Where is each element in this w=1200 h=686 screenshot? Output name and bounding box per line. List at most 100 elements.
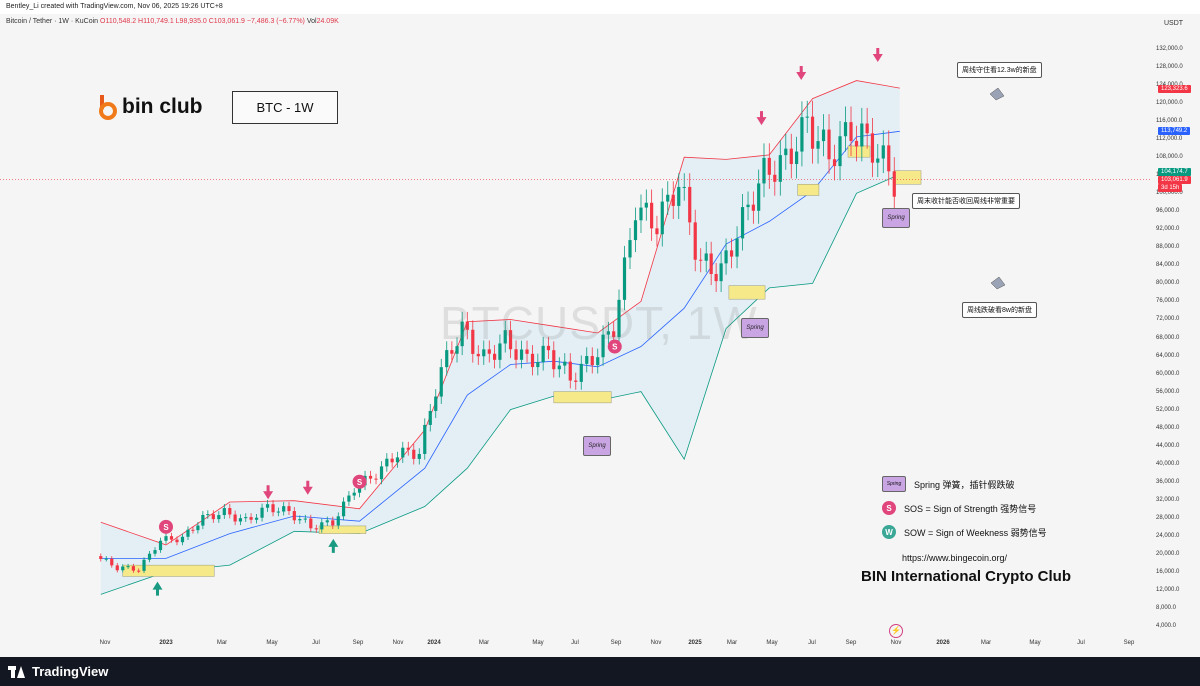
symbol-header: Bitcoin / Tether · 1W · KuCoin O110,548.…	[6, 18, 339, 25]
candle-body	[585, 356, 589, 364]
y-tick-label: 92,000.0	[1156, 226, 1180, 233]
candle-body	[191, 529, 195, 531]
down-arrow-icon	[302, 480, 313, 495]
tradingview-logo[interactable]: TradingView	[8, 664, 108, 679]
candle-body	[186, 529, 190, 537]
rocket-icon[interactable]: ⚡	[889, 624, 903, 638]
brand-name: bin club	[122, 95, 203, 118]
chart-canvas[interactable]: S S S	[0, 14, 1200, 660]
candle-body	[347, 495, 351, 502]
candle-body	[471, 329, 475, 354]
candle-body	[260, 507, 264, 518]
ohlc-values: O110,548.2 H110,749.1 L98,935.0 C103,061…	[100, 18, 305, 25]
candle-body	[628, 240, 632, 258]
candle-body	[660, 201, 664, 235]
candle-body	[233, 514, 237, 522]
candle-body	[612, 331, 616, 338]
candle-body	[746, 204, 750, 208]
accumulation-zone	[122, 564, 215, 577]
candle-body	[740, 207, 745, 239]
candle-body	[303, 518, 307, 520]
club-url[interactable]: https://www.bingecoin.org/	[902, 553, 1008, 563]
accumulation-zone	[894, 170, 922, 185]
footer-bar	[0, 657, 1200, 686]
candle-body	[164, 536, 168, 541]
candle-body	[773, 174, 777, 182]
accumulation-zone	[797, 183, 820, 196]
candle-body	[482, 349, 486, 357]
x-tick-label: 2024	[427, 640, 441, 646]
sos-marker-letter: S	[357, 478, 363, 487]
y-tick-label: 48,000.0	[1156, 424, 1180, 431]
candle-body	[222, 508, 226, 516]
candle-body	[617, 299, 621, 338]
candle-body	[519, 349, 524, 360]
candle-body	[158, 540, 163, 551]
x-tick-label: 2026	[936, 640, 950, 646]
candle-body	[434, 396, 438, 411]
spring-tag-2025-apr: Spring	[741, 318, 769, 338]
candle-body	[417, 453, 421, 459]
candle-body	[460, 321, 464, 347]
candle-body	[762, 157, 766, 184]
candle-body	[401, 447, 405, 458]
candle-body	[287, 506, 291, 512]
candle-body	[476, 353, 480, 357]
down-arrow-icon	[756, 111, 767, 126]
candle-body	[805, 116, 809, 118]
candle-body	[352, 492, 356, 496]
legend-sos-text: SOS = Sign of Strength 强势信号	[904, 503, 1037, 514]
candle-body	[412, 449, 416, 459]
candle-body	[379, 466, 384, 480]
x-tick-label: May	[532, 640, 544, 646]
candle-body	[498, 343, 502, 360]
x-tick-label: Mar	[216, 640, 228, 646]
accumulation-zone	[728, 285, 766, 300]
candle-body	[832, 159, 837, 167]
y-tick-label: 108,000.0	[1156, 154, 1183, 161]
note-hold-123k: 周线守住看12.3w的新盘	[957, 62, 1042, 78]
candle-body	[508, 330, 513, 350]
tradingview-label: TradingView	[32, 664, 109, 679]
y-axis-unit[interactable]: USDT	[1164, 20, 1184, 27]
candle-body	[428, 410, 432, 425]
candle-body	[336, 516, 340, 526]
candle-body	[860, 123, 864, 147]
price-chart[interactable]: S S S	[0, 14, 1200, 660]
candle-body	[487, 349, 491, 354]
volume-label: Vol	[306, 18, 317, 25]
candle-body	[196, 525, 200, 531]
down-arrow-icon	[872, 48, 883, 63]
candle-body	[536, 362, 540, 368]
candle-body	[795, 151, 799, 165]
candle-body	[568, 361, 572, 381]
x-tick-label: May	[266, 640, 278, 646]
candle-body	[892, 171, 896, 197]
candle-body	[492, 353, 497, 360]
candle-body	[115, 565, 119, 571]
candle-body	[655, 228, 659, 235]
candle-body	[137, 570, 141, 572]
spring-icon: Spring	[882, 476, 906, 492]
shark-icon	[989, 87, 1005, 101]
timeframe-box: BTC - 1W	[232, 91, 338, 124]
candle-body	[357, 485, 362, 493]
x-tick-label: Sep	[352, 640, 364, 646]
candle-body	[514, 349, 518, 360]
candle-body	[525, 349, 529, 354]
y-tick-label: 4,000.0	[1156, 623, 1177, 629]
candle-body	[265, 504, 270, 508]
x-tick-label: May	[1029, 640, 1041, 646]
share-caption: Bentley_Li created with TradingView.com,…	[0, 0, 1200, 14]
candle-body	[104, 558, 108, 560]
candle-body	[735, 238, 739, 257]
y-tick-label: 100,000.0	[1156, 190, 1183, 197]
sow-icon: W	[882, 525, 896, 539]
y-tick-label: 16,000.0	[1156, 568, 1180, 575]
y-tick-label: 116,000.0	[1156, 118, 1183, 125]
candle-body	[596, 357, 600, 366]
candle-body	[682, 186, 686, 188]
note-weekly-close: 周末收针能否收回周线非常重要	[912, 193, 1020, 209]
candle-body	[395, 457, 400, 463]
candle-body	[292, 511, 296, 521]
